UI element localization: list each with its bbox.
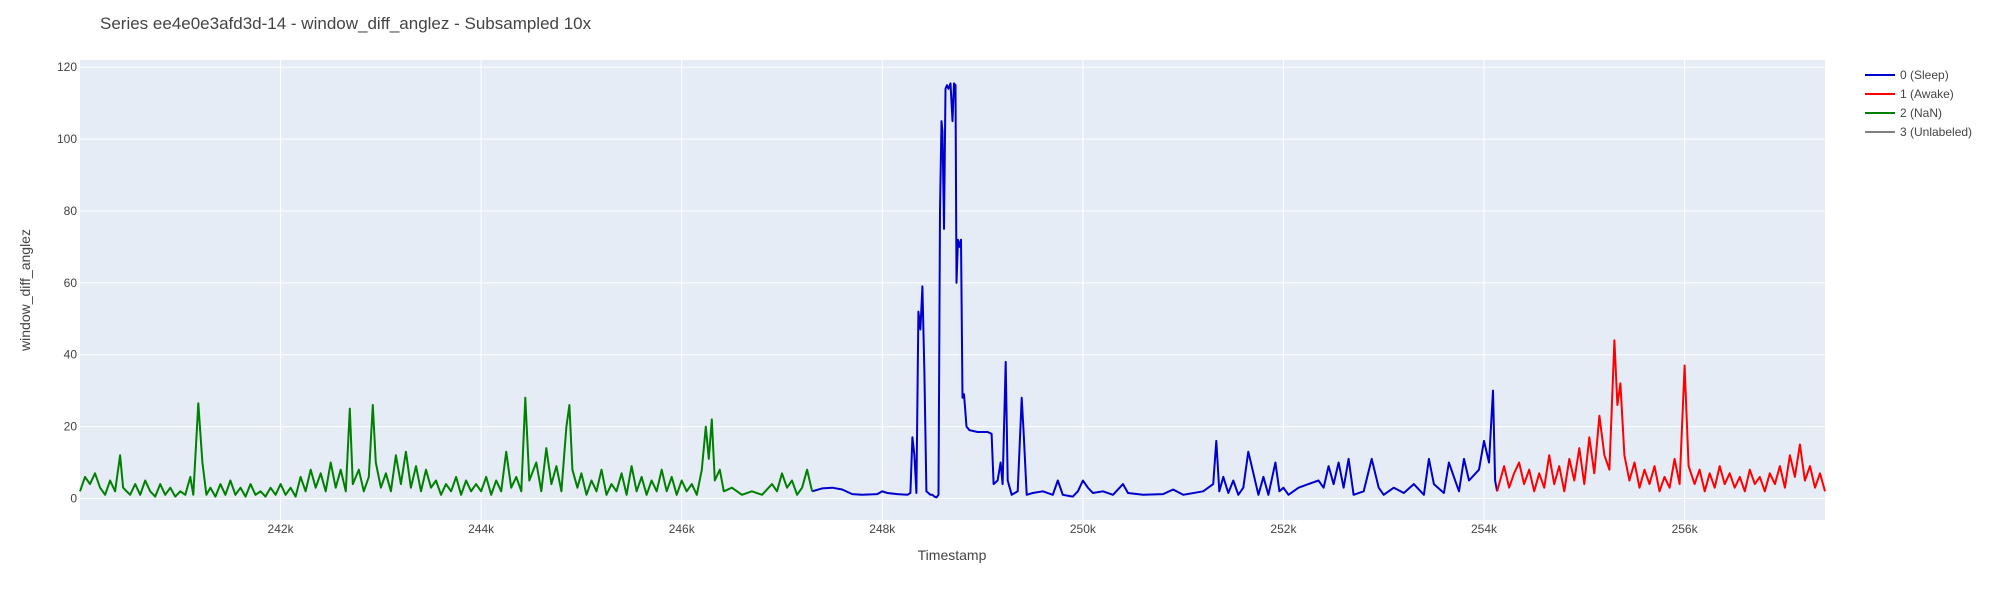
y-tick-label: 40 — [64, 348, 78, 362]
y-axis-title: window_diff_anglez — [17, 229, 33, 352]
y-tick-label: 60 — [64, 276, 78, 290]
legend-label: 1 (Awake) — [1900, 87, 1954, 101]
legend-label: 0 (Sleep) — [1900, 68, 1949, 82]
y-tick-label: 0 — [70, 491, 77, 505]
x-tick-label: 248k — [869, 522, 896, 536]
grid-layer — [80, 60, 1825, 520]
series-line-0 — [811, 82, 1499, 499]
x-tick-label: 244k — [468, 522, 495, 536]
y-tick-label: 100 — [57, 132, 77, 146]
legend-item[interactable]: 3 (Unlabeled) — [1865, 125, 1972, 139]
x-tick-label: 250k — [1070, 522, 1097, 536]
x-axis-ticks: 242k 244k 246k 248k 250k 252k 254k 256k — [268, 522, 1699, 536]
series-layer — [79, 82, 1826, 499]
y-axis-ticks: 0 20 40 60 80 100 120 — [57, 60, 77, 505]
x-axis-title: Timestamp — [918, 547, 987, 563]
legend-label: 2 (NaN) — [1900, 106, 1942, 120]
x-tick-label: 242k — [268, 522, 295, 536]
plot-area — [80, 60, 1825, 520]
x-tick-label: 254k — [1471, 522, 1498, 536]
legend-item[interactable]: 2 (NaN) — [1865, 106, 1942, 120]
x-tick-label: 256k — [1672, 522, 1699, 536]
legend-item[interactable]: 0 (Sleep) — [1865, 68, 1949, 82]
x-tick-label: 252k — [1270, 522, 1297, 536]
series-line-2 — [79, 396, 814, 498]
chart-title: Series ee4e0e3afd3d-14 - window_diff_ang… — [100, 14, 592, 33]
y-tick-label: 80 — [64, 204, 78, 218]
legend-item[interactable]: 1 (Awake) — [1865, 87, 1954, 101]
legend-label: 3 (Unlabeled) — [1900, 125, 1972, 139]
y-tick-label: 20 — [64, 420, 78, 434]
x-tick-label: 246k — [669, 522, 696, 536]
y-tick-label: 120 — [57, 60, 77, 74]
series-line-1 — [1496, 339, 1826, 493]
legend[interactable]: 0 (Sleep) 1 (Awake) 2 (NaN) 3 (Unlabeled) — [1865, 68, 1972, 139]
